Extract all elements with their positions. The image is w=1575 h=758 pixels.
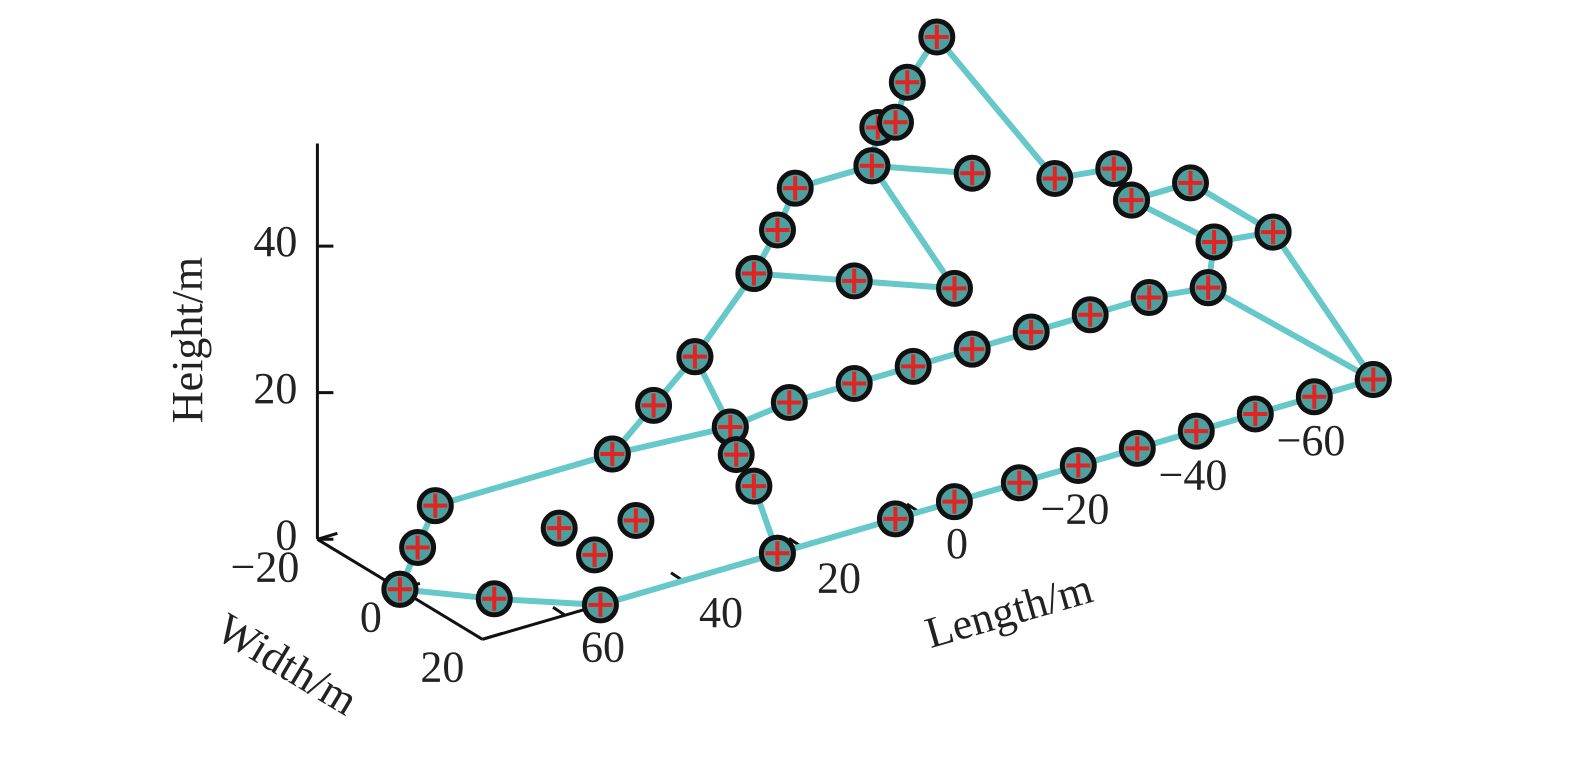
x-tick-label: 40 — [699, 588, 743, 637]
x-tick-label: −20 — [1041, 485, 1110, 534]
node-cross — [1196, 275, 1221, 300]
x-tick-label: 60 — [581, 622, 625, 671]
node-cross — [600, 442, 625, 467]
x-axis-title: Length/m — [920, 564, 1098, 658]
x-tick-label: 0 — [946, 519, 968, 568]
node-cross — [859, 153, 884, 178]
node-cross — [1119, 188, 1144, 213]
node-cross — [1101, 156, 1126, 181]
node-cross — [1261, 220, 1286, 245]
node-cross — [942, 276, 967, 301]
z-tick-label: 40 — [253, 217, 297, 266]
frame-line — [399, 285, 1377, 608]
node-cross — [1243, 401, 1268, 426]
node-cross — [724, 442, 749, 467]
y-tick-label: −20 — [231, 542, 300, 591]
node-cross — [387, 577, 412, 602]
node-cross — [423, 493, 448, 518]
node-cross — [623, 508, 648, 533]
node-cross — [883, 110, 908, 135]
z-tick-label: 20 — [253, 364, 297, 413]
node-cross — [1202, 229, 1227, 254]
x-tick-label: 20 — [817, 553, 861, 602]
node-cross — [1019, 319, 1044, 344]
node-cross — [1184, 419, 1209, 444]
node-cross — [942, 489, 967, 514]
y-axis-title: Width/m — [208, 603, 366, 725]
node-cross — [842, 268, 867, 293]
node-cross — [741, 474, 766, 499]
node-cross — [1125, 436, 1150, 461]
x-tick-label: −40 — [1159, 450, 1228, 499]
node-cross — [924, 24, 949, 49]
node-cross — [901, 354, 926, 379]
node-cross — [777, 390, 802, 415]
node-cross — [547, 516, 572, 541]
node-cross — [1178, 170, 1203, 195]
node-cross — [883, 506, 908, 531]
node-cross — [765, 541, 790, 566]
node-cross — [588, 592, 613, 617]
node-cross — [783, 176, 808, 201]
y-tick-label: 0 — [360, 592, 382, 641]
node-cross — [1302, 384, 1327, 409]
z-axis-title: Height/m — [163, 257, 212, 423]
node-cross — [1078, 302, 1103, 327]
node-cross — [895, 70, 920, 95]
node-cross — [641, 393, 666, 418]
y-tick — [481, 631, 503, 641]
node-cross — [582, 542, 607, 567]
x-tick-label: −60 — [1277, 416, 1346, 465]
node-cross — [765, 217, 790, 242]
node-cross — [1361, 367, 1386, 392]
node-cross — [1066, 453, 1091, 478]
y-tick-label: 20 — [420, 642, 464, 691]
node-cross — [1042, 166, 1067, 191]
node-cross — [741, 261, 766, 286]
node-cross — [1137, 285, 1162, 310]
node-cross — [842, 371, 867, 396]
node-cross — [682, 344, 707, 369]
node-cross — [960, 337, 985, 362]
node-cross — [718, 414, 743, 439]
node-cross — [960, 161, 985, 186]
z-tick-label: 0 — [275, 510, 297, 559]
node-cross — [1007, 470, 1032, 495]
node-cross — [405, 535, 430, 560]
x-tick — [552, 605, 566, 617]
node-cross — [482, 586, 507, 611]
frame-line — [397, 229, 1376, 591]
